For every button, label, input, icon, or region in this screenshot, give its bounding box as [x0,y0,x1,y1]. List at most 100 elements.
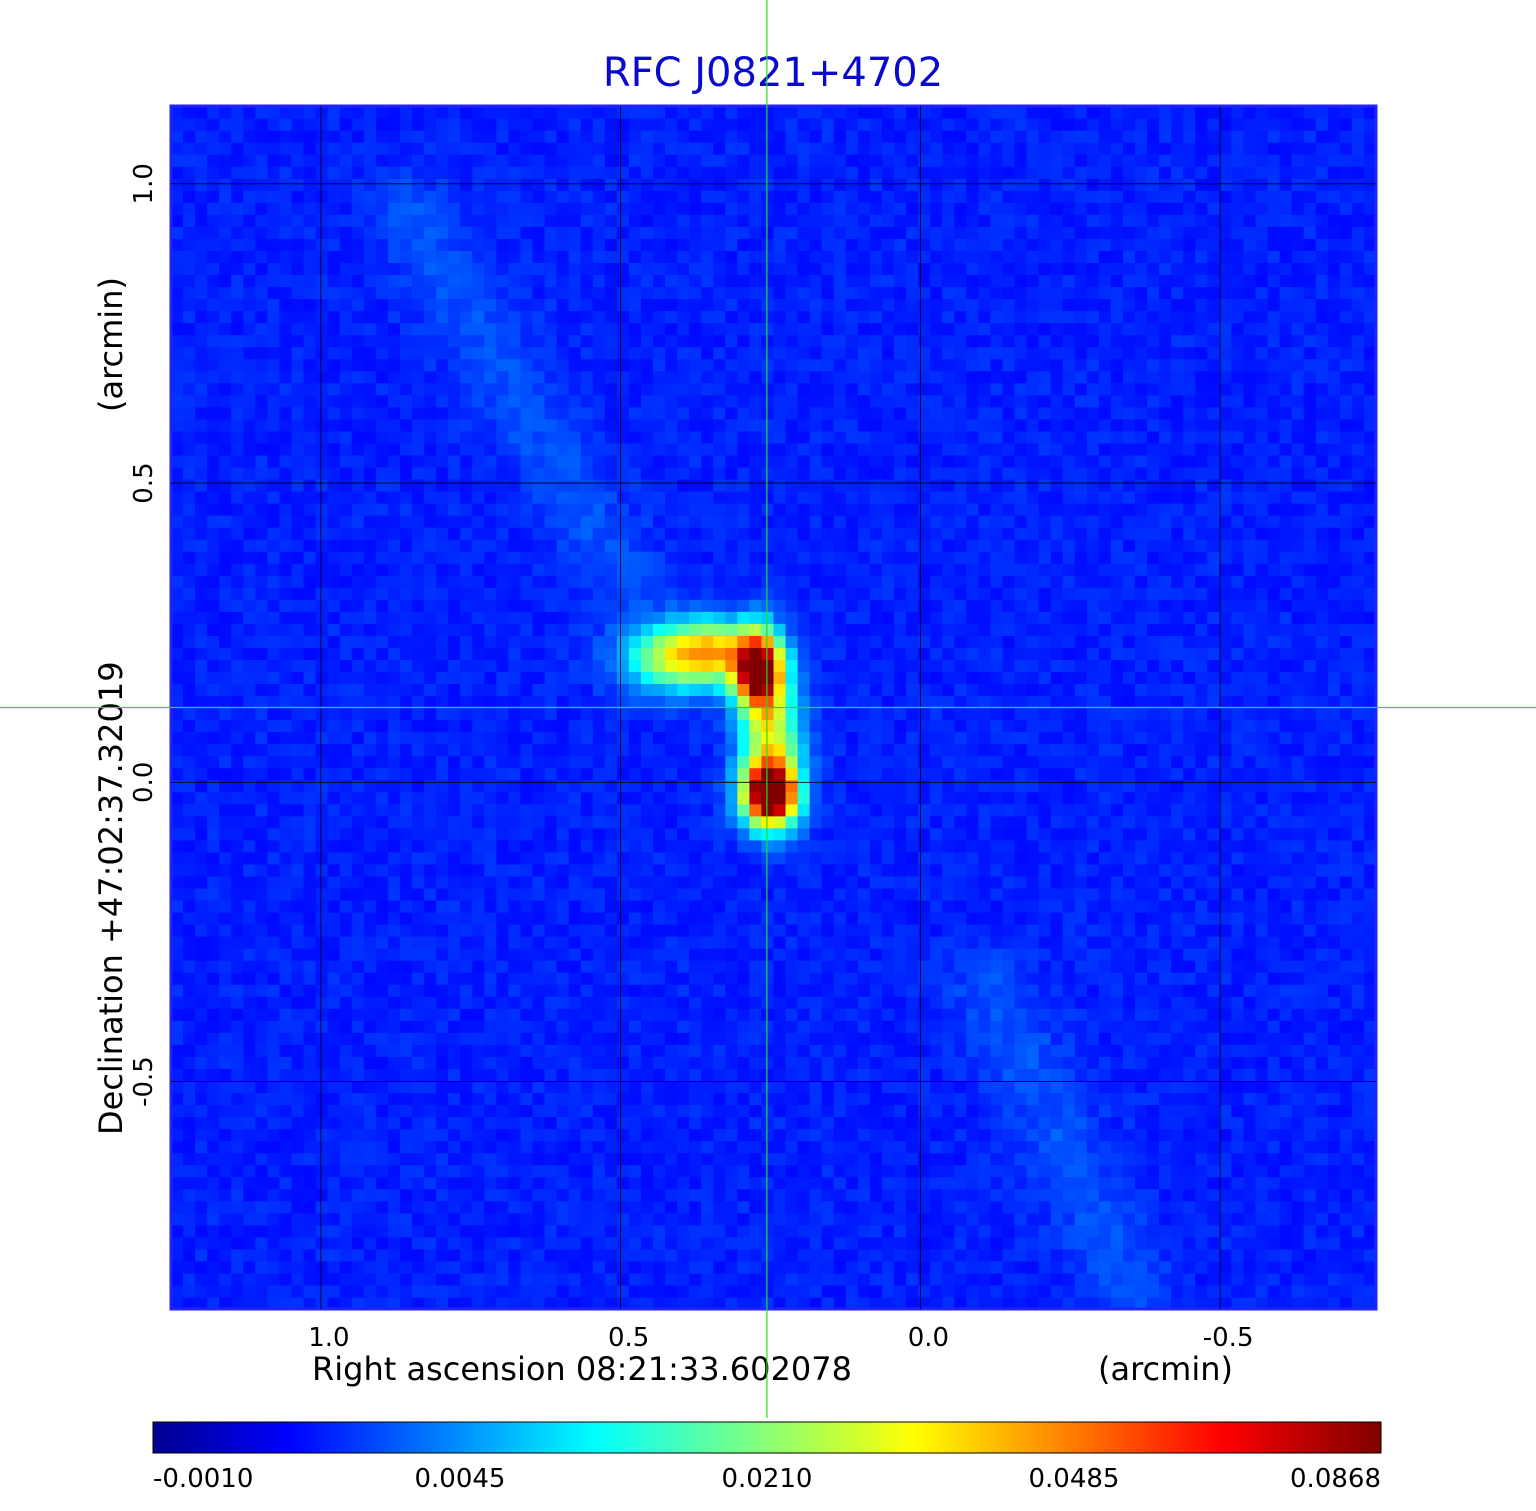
heatmap-cell [243,1248,256,1262]
heatmap-cell [484,1212,497,1226]
heatmap-cell [665,322,678,336]
heatmap-cell [508,490,522,504]
heatmap-cell [472,972,485,985]
heatmap-cell [496,779,509,793]
heatmap-cell [207,1164,220,1178]
heatmap-cell [375,1248,389,1262]
heatmap-cell [387,743,401,757]
heatmap-cell [653,1236,666,1250]
heatmap-cell [339,166,353,179]
heatmap-cell [171,515,184,528]
heatmap-cell [327,515,341,528]
heatmap-cell [448,1104,461,1118]
heatmap-cell [737,1164,750,1178]
heatmap-cell [580,755,594,769]
heatmap-cell [448,1212,461,1226]
heatmap-cell [508,671,522,685]
heatmap-cell [351,659,365,673]
heatmap-cell [448,1008,461,1021]
heatmap-cell [701,527,714,540]
heatmap-cell [677,936,690,949]
heatmap-cell [412,1104,425,1118]
heatmap-cell [303,1056,317,1069]
heatmap-cell [604,707,618,721]
heatmap-cell [496,466,509,480]
heatmap-cell [749,1296,763,1309]
heatmap-cell [375,683,389,697]
heatmap-cell [749,731,763,745]
heatmap-cell [677,130,690,143]
heatmap-cell [436,1068,449,1082]
heatmap-cell [568,1032,582,1045]
heatmap-cell [460,274,473,288]
heatmap-cell [327,1296,341,1309]
heatmap-cell [207,106,220,119]
heatmap-cell [387,490,401,504]
heatmap-cell [399,478,413,492]
heatmap-cell [255,442,268,456]
heatmap-cell [725,924,738,937]
heatmap-cell [725,1284,738,1298]
heatmap-cell [580,154,594,167]
heatmap-cell [195,226,208,239]
heatmap-cell [327,767,341,781]
heatmap-cell [592,575,606,588]
heatmap-cell [243,322,256,336]
heatmap-cell [472,370,485,384]
heatmap-cell [749,166,763,179]
heatmap-cell [412,635,425,648]
heatmap-cell [424,815,437,829]
heatmap-cell [219,394,232,408]
heatmap-cell [677,683,690,697]
heatmap-cell [412,1056,425,1069]
heatmap-cell [279,683,293,697]
heatmap-cell [472,1056,485,1069]
heatmap-cell [231,972,244,985]
heatmap-cell [701,996,714,1009]
heatmap-cell [689,394,702,408]
heatmap-cell [255,851,268,865]
heatmap-cell [653,130,666,143]
heatmap-cell [592,899,606,913]
heatmap-cell [315,1128,329,1142]
heatmap-cell [749,851,763,865]
heatmap-cell [279,1092,293,1106]
heatmap-cell [484,623,497,636]
heatmap-cell [580,611,594,624]
heatmap-cell [604,430,618,444]
heatmap-cell [653,238,666,251]
heatmap-cell [183,1020,196,1033]
heatmap-cell [171,875,184,889]
heatmap-cell [255,551,268,564]
heatmap-cell [713,779,726,793]
heatmap-cell [701,1296,714,1309]
heatmap-cell [484,803,497,817]
heatmap-cell [171,406,184,420]
heatmap-cell [171,575,184,588]
heatmap-cell [351,996,365,1009]
heatmap-cell [375,1080,389,1094]
heatmap-cell [665,924,678,937]
heatmap-cell [556,358,570,372]
heatmap-cell [207,1284,220,1298]
heatmap-cell [520,202,534,215]
heatmap-cell [640,142,654,155]
heatmap-cell [412,960,425,973]
heatmap-cell [219,815,232,829]
heatmap-cell [231,442,244,456]
heatmap-cell [749,466,763,480]
heatmap-cell [713,839,726,853]
heatmap-cell [689,154,702,167]
heatmap-cell [677,972,690,985]
heatmap-cell [580,1224,594,1238]
heatmap-cell [640,1056,654,1069]
heatmap-cell [628,984,642,997]
heatmap-cell [243,430,256,444]
heatmap-cell [291,262,305,276]
heatmap-cell [195,1080,208,1094]
heatmap-cell [556,851,570,865]
heatmap-cell [665,875,678,889]
heatmap-cell [592,1188,606,1202]
heatmap-cell [628,1272,642,1286]
heatmap-cell [303,310,317,324]
